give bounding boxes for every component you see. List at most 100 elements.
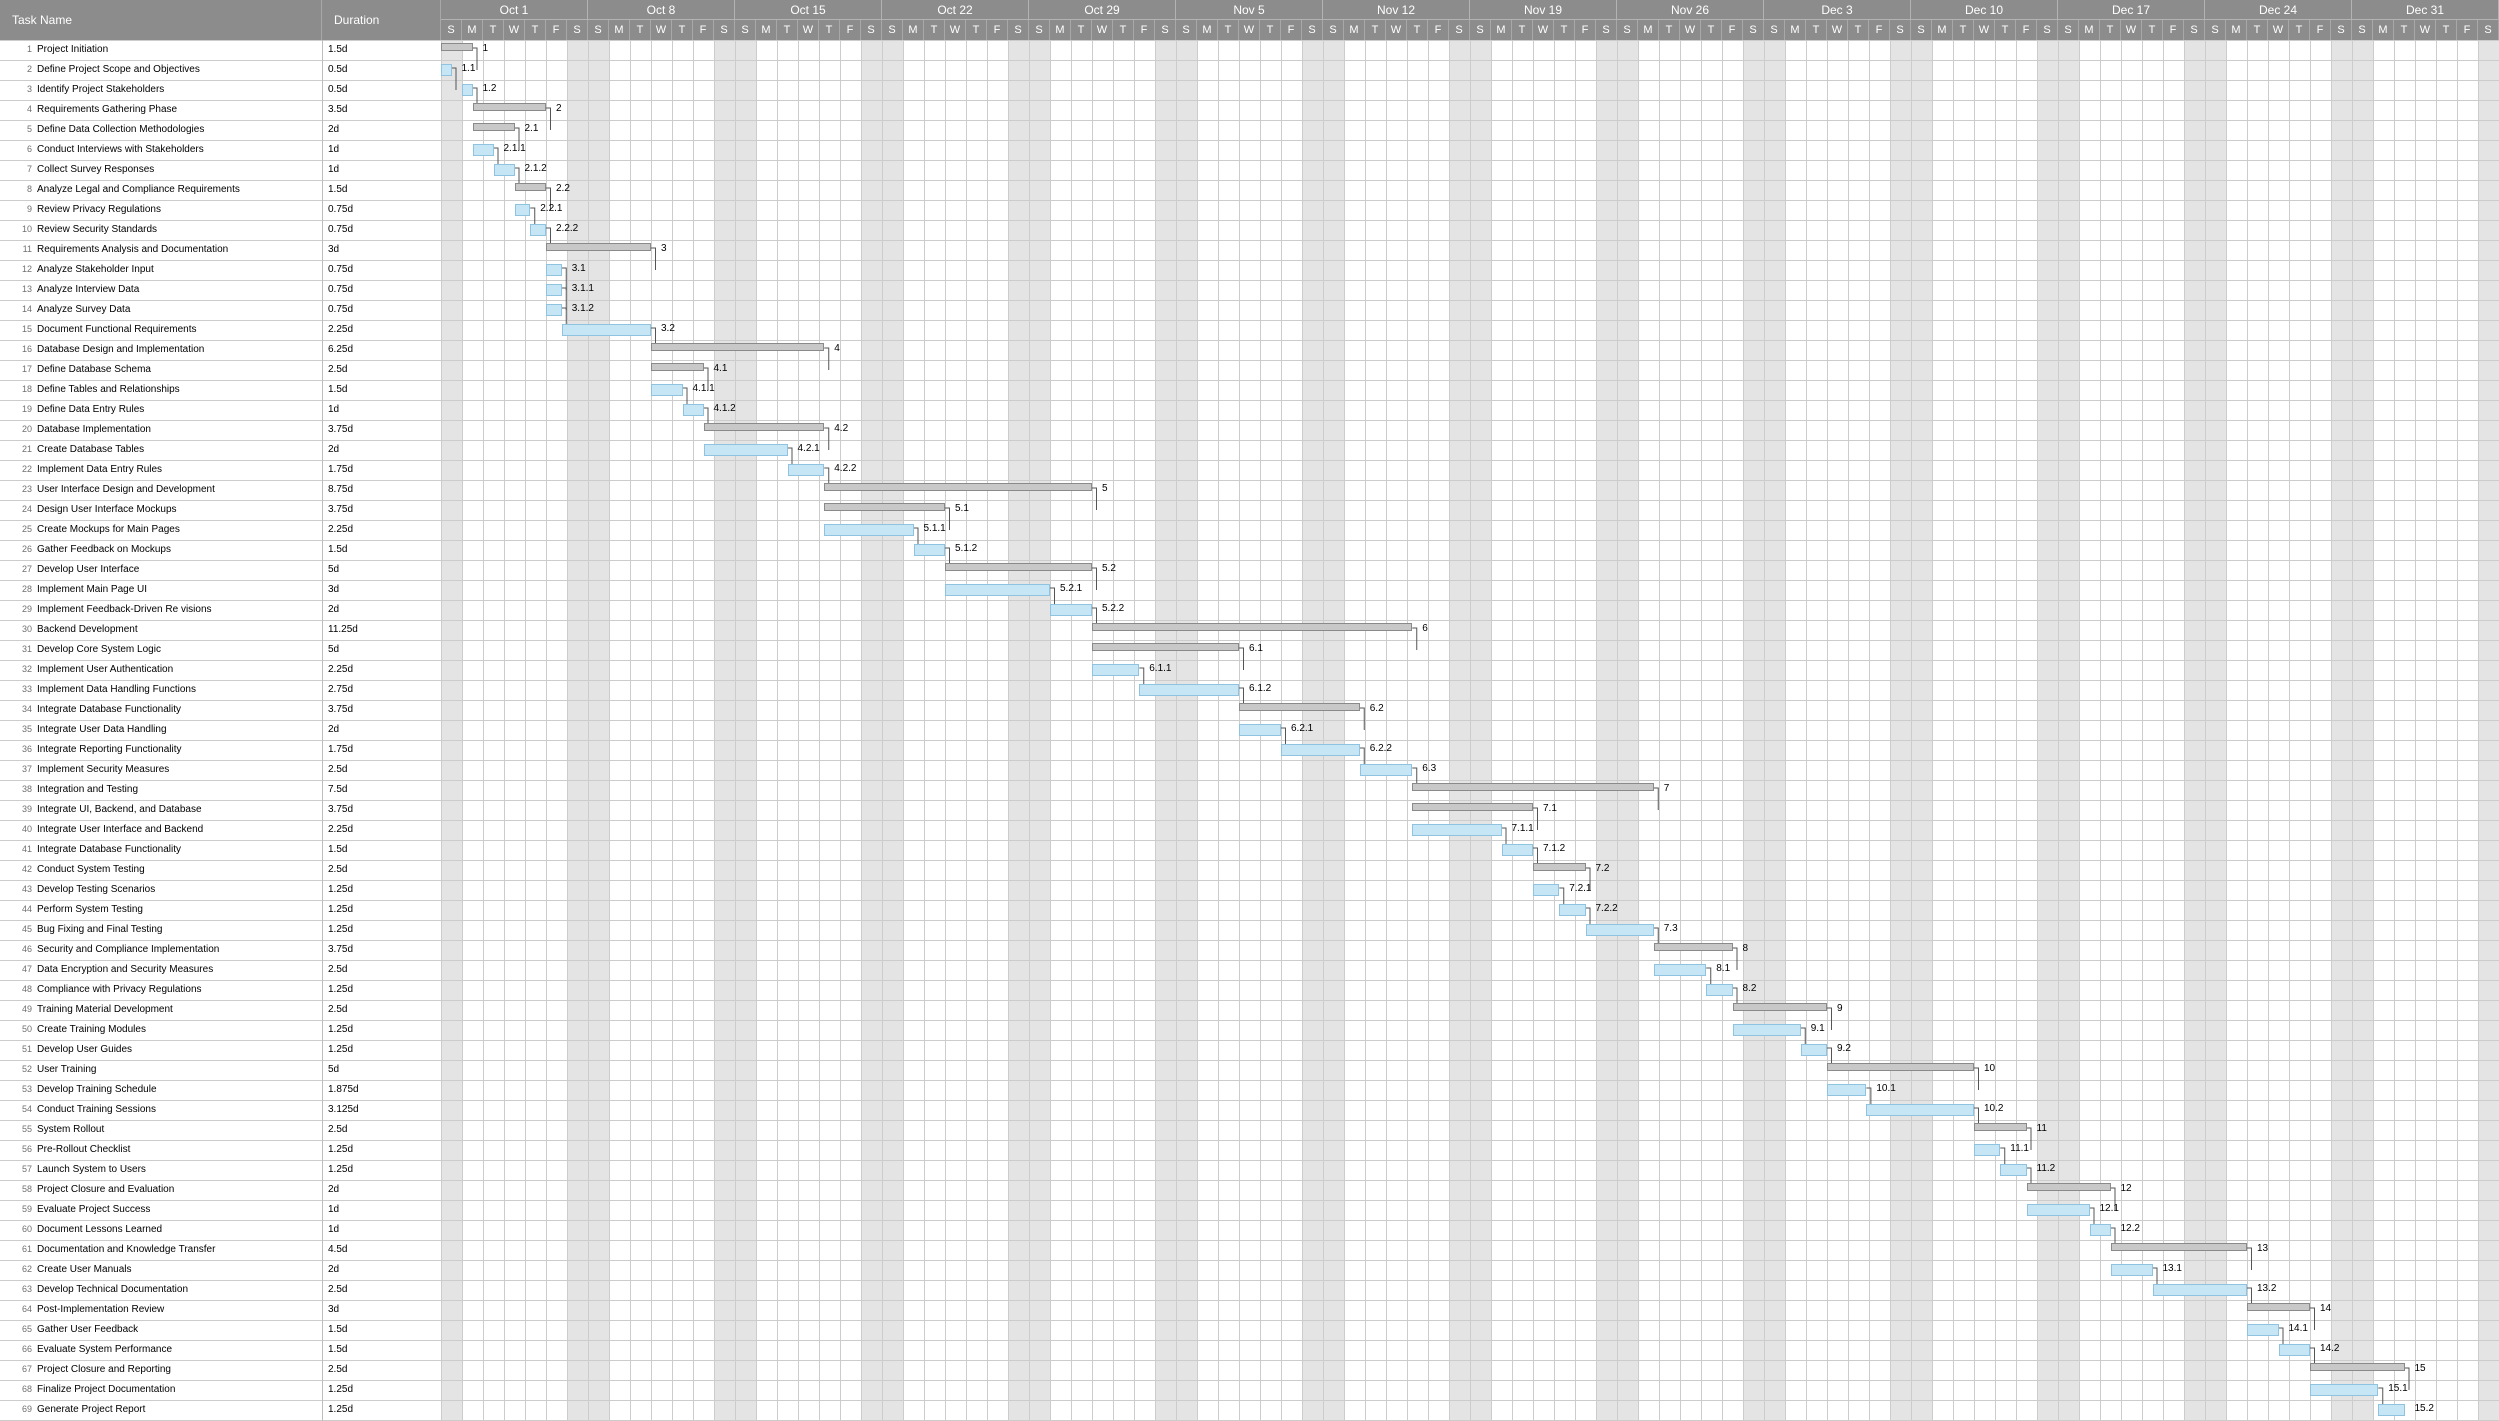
task-name-cell[interactable]: Implement Data Entry Rules (37, 464, 163, 475)
task-bar[interactable] (1559, 904, 1586, 916)
task-name-cell[interactable]: Develop Technical Documentation (37, 1284, 189, 1295)
task-bar[interactable] (2110, 1264, 2153, 1276)
task-bar[interactable] (2247, 1324, 2279, 1336)
task-name-cell[interactable]: Review Privacy Regulations (37, 204, 161, 215)
task-bar[interactable] (2378, 1404, 2405, 1416)
duration-cell[interactable]: 1.25d (328, 884, 354, 895)
task-bar[interactable] (787, 464, 825, 476)
duration-cell[interactable]: 2.5d (328, 964, 348, 975)
duration-cell[interactable]: 3.5d (328, 104, 348, 115)
task-name-cell[interactable]: Documentation and Knowledge Transfer (37, 1244, 216, 1255)
task-name-cell[interactable]: Finalize Project Documentation (37, 1384, 176, 1395)
task-bar[interactable] (514, 204, 531, 216)
task-name-cell[interactable]: Analyze Stakeholder Input (37, 264, 154, 275)
task-bar[interactable] (546, 304, 562, 316)
summary-bar[interactable] (472, 103, 546, 111)
duration-cell[interactable]: 6.25d (328, 344, 354, 355)
summary-bar[interactable] (1827, 1063, 1974, 1071)
task-name-cell[interactable]: Create Training Modules (37, 1024, 146, 1035)
task-bar[interactable] (1281, 744, 1360, 756)
summary-bar[interactable] (703, 423, 825, 431)
task-bar[interactable] (1866, 1104, 1974, 1116)
task-name-cell[interactable]: Implement Security Measures (37, 764, 170, 775)
task-name-cell[interactable]: Develop Testing Scenarios (37, 884, 156, 895)
duration-cell[interactable]: 2.5d (328, 1004, 348, 1015)
duration-cell[interactable]: 0.75d (328, 264, 354, 275)
task-name-cell[interactable]: Create Database Tables (37, 444, 145, 455)
summary-bar[interactable] (1092, 643, 1239, 651)
summary-bar[interactable] (2310, 1363, 2405, 1371)
duration-cell[interactable]: 1.25d (328, 904, 354, 915)
duration-cell[interactable]: 0.75d (328, 284, 354, 295)
task-bar[interactable] (2089, 1224, 2111, 1236)
summary-bar[interactable] (2110, 1243, 2247, 1251)
duration-cell[interactable]: 3d (328, 1304, 340, 1315)
task-name-cell[interactable]: Identify Project Stakeholders (37, 84, 165, 95)
duration-cell[interactable]: 2d (328, 1264, 340, 1275)
duration-cell[interactable]: 3.125d (328, 1104, 359, 1115)
task-name-cell[interactable]: Perform System Testing (37, 904, 143, 915)
duration-cell[interactable]: 2.5d (328, 1124, 348, 1135)
duration-cell[interactable]: 2.25d (328, 824, 354, 835)
summary-bar[interactable] (472, 123, 515, 131)
duration-cell[interactable]: 1.25d (328, 1384, 354, 1395)
task-bar[interactable] (1827, 1084, 1867, 1096)
task-name-cell[interactable]: Integrate User Data Handling (37, 724, 167, 735)
task-bar[interactable] (2152, 1284, 2247, 1296)
summary-bar[interactable] (441, 43, 473, 51)
task-name-cell[interactable]: Design User Interface Mockups (37, 504, 177, 515)
task-bar[interactable] (1359, 764, 1413, 776)
task-name-cell[interactable]: Define Project Scope and Objectives (37, 64, 200, 75)
duration-cell[interactable]: 2.5d (328, 864, 348, 875)
duration-cell[interactable]: 3.75d (328, 704, 354, 715)
task-name-cell[interactable]: User Training (37, 1064, 97, 1075)
task-bar[interactable] (1585, 924, 1654, 936)
summary-bar[interactable] (514, 183, 546, 191)
task-bar[interactable] (546, 284, 562, 296)
duration-cell[interactable]: 1.5d (328, 184, 348, 195)
task-name-cell[interactable]: Security and Compliance Implementation (37, 944, 220, 955)
task-name-cell[interactable]: Collect Survey Responses (37, 164, 155, 175)
summary-bar[interactable] (824, 503, 945, 511)
task-bar[interactable] (2026, 1204, 2090, 1216)
duration-cell[interactable]: 3.75d (328, 504, 354, 515)
task-name-cell[interactable]: Integrate UI, Backend, and Database (37, 804, 202, 815)
task-bar[interactable] (1092, 664, 1140, 676)
duration-cell[interactable]: 1.5d (328, 844, 348, 855)
duration-cell[interactable]: 1.25d (328, 1164, 354, 1175)
summary-bar[interactable] (651, 343, 825, 351)
task-name-cell[interactable]: System Rollout (37, 1124, 105, 1135)
duration-cell[interactable]: 1.5d (328, 544, 348, 555)
duration-cell[interactable]: 11.25d (328, 624, 358, 635)
task-name-cell[interactable]: Define Database Schema (37, 364, 151, 375)
summary-bar[interactable] (945, 563, 1092, 571)
duration-cell[interactable]: 2.75d (328, 684, 354, 695)
task-bar[interactable] (1533, 884, 1560, 896)
task-bar[interactable] (913, 544, 945, 556)
summary-bar[interactable] (1974, 1123, 2027, 1131)
task-bar[interactable] (472, 144, 494, 156)
task-name-cell[interactable]: Implement User Authentication (37, 664, 174, 675)
task-name-cell[interactable]: Analyze Legal and Compliance Requirement… (37, 184, 240, 195)
task-bar[interactable] (2278, 1344, 2310, 1356)
duration-cell[interactable]: 2.5d (328, 764, 348, 775)
duration-cell[interactable]: 1.75d (328, 744, 354, 755)
task-bar[interactable] (1412, 824, 1502, 836)
task-bar[interactable] (546, 264, 562, 276)
summary-bar[interactable] (2026, 1183, 2111, 1191)
task-name-cell[interactable]: Evaluate Project Success (37, 1204, 151, 1215)
task-name-cell[interactable]: Requirements Analysis and Documentation (37, 244, 229, 255)
duration-cell[interactable]: 3.75d (328, 424, 354, 435)
duration-cell[interactable]: 2d (328, 724, 340, 735)
task-name-cell[interactable]: Create User Manuals (37, 1264, 132, 1275)
duration-cell[interactable]: 2.25d (328, 324, 354, 335)
task-name-cell[interactable]: Document Lessons Learned (37, 1224, 163, 1235)
duration-cell[interactable]: 2.25d (328, 524, 354, 535)
task-name-cell[interactable]: Requirements Gathering Phase (37, 104, 178, 115)
task-bar[interactable] (1706, 984, 1733, 996)
task-name-cell[interactable]: Data Encryption and Security Measures (37, 964, 214, 975)
task-name-cell[interactable]: Training Material Development (37, 1004, 173, 1015)
duration-cell[interactable]: 0.5d (328, 64, 348, 75)
duration-cell[interactable]: 3.75d (328, 804, 354, 815)
summary-bar[interactable] (1412, 803, 1533, 811)
